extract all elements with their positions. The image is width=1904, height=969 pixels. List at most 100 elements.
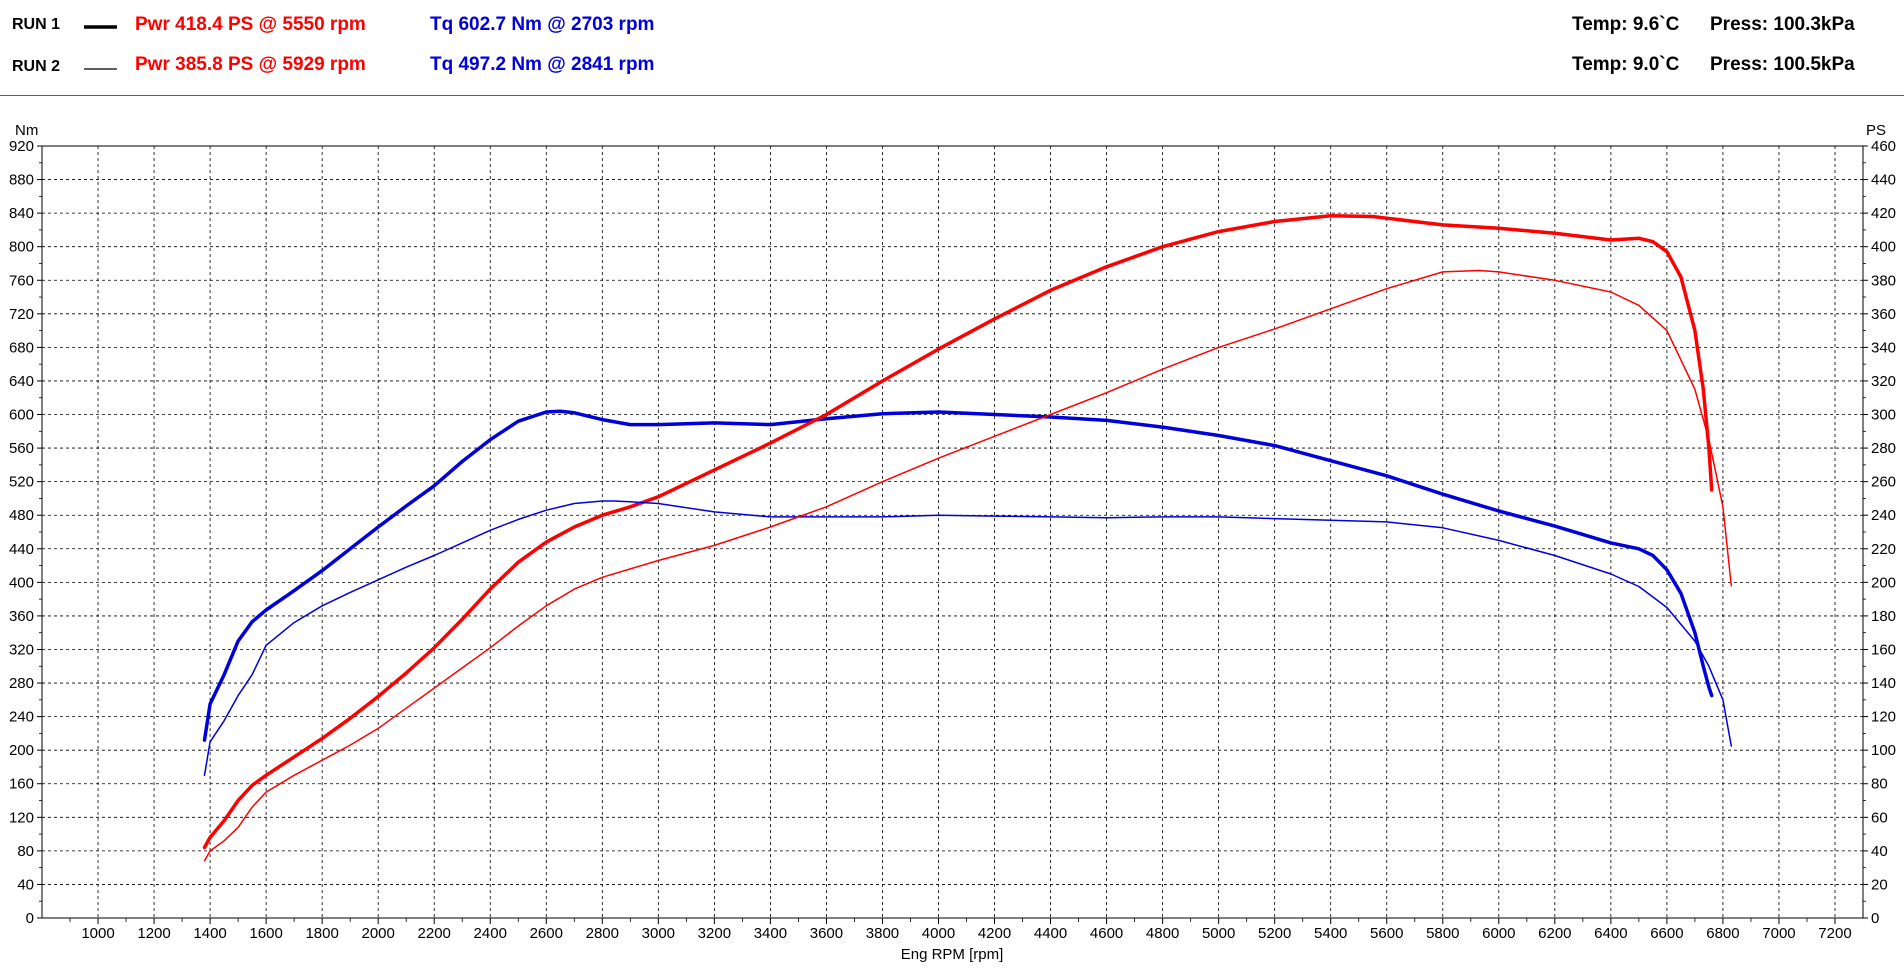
run1-torque-summary: Tq 602.7 Nm @ 2703 rpm — [430, 14, 654, 35]
x-tick-label: 4600 — [1090, 925, 1123, 942]
x-tick-label: 3600 — [810, 925, 843, 942]
x-tick-label: 6400 — [1594, 925, 1627, 942]
right-tick-label: 200 — [1871, 574, 1896, 591]
run1-temp: Temp: 9.6`C — [1572, 14, 1680, 35]
left-tick-label: 240 — [9, 709, 34, 726]
x-tick-label: 7000 — [1762, 925, 1795, 942]
plot-border — [41, 145, 1864, 919]
run1-label: RUN 1 — [12, 16, 60, 33]
x-tick-label: 3800 — [866, 925, 899, 942]
x-tick-label: 1600 — [249, 925, 282, 942]
right-tick-label: 380 — [1871, 272, 1896, 289]
x-tick-label: 3200 — [698, 925, 731, 942]
left-tick-label: 120 — [9, 809, 34, 826]
right-tick-label: 320 — [1871, 373, 1896, 390]
x-tick-label: 1400 — [193, 925, 226, 942]
axis-ticks: 0 0 40 20 80 40 120 60 160 80 200 100 240 120 280 140 32… — [9, 138, 1896, 942]
x-tick-label: 5600 — [1370, 925, 1403, 942]
x-tick-label: 6000 — [1482, 925, 1515, 942]
x-tick-label: 6800 — [1706, 925, 1739, 942]
x-tick-label: 6600 — [1650, 925, 1683, 942]
x-tick-label: 2200 — [418, 925, 451, 942]
x-tick-label: 4400 — [1034, 925, 1067, 942]
left-tick-label: 600 — [9, 407, 34, 424]
right-tick-label: 460 — [1871, 138, 1896, 155]
x-tick-label: 2000 — [361, 925, 394, 942]
dyno-chart: 0 0 40 20 80 40 120 60 160 80 200 100 240 120 280 140 32… — [9, 122, 1896, 963]
right-tick-label: 80 — [1871, 776, 1888, 793]
left-tick-label: 880 — [9, 172, 34, 189]
run2-pressure: Press: 100.5kPa — [1710, 54, 1855, 75]
right-tick-label: 400 — [1871, 239, 1896, 256]
left-tick-label: 680 — [9, 339, 34, 356]
x-tick-label: 2800 — [586, 925, 619, 942]
x-tick-label: 4000 — [922, 925, 955, 942]
right-tick-label: 140 — [1871, 675, 1896, 692]
run1-pressure: Press: 100.3kPa — [1710, 14, 1855, 35]
right-tick-label: 260 — [1871, 474, 1896, 491]
right-tick-label: 120 — [1871, 709, 1896, 726]
run-2-power-line — [203, 269, 1733, 862]
left-tick-label: 80 — [17, 843, 34, 860]
right-tick-label: 160 — [1871, 641, 1896, 658]
left-tick-label: 840 — [9, 205, 34, 222]
left-tick-label: 920 — [9, 138, 34, 155]
right-tick-label: 40 — [1871, 843, 1888, 860]
x-tick-label: 4800 — [1146, 925, 1179, 942]
right-tick-label: 440 — [1871, 172, 1896, 189]
grid — [41, 145, 1864, 919]
left-tick-label: 40 — [17, 876, 34, 893]
right-axis-title: PS — [1866, 122, 1886, 139]
left-tick-label: 400 — [9, 574, 34, 591]
run-1-torque-line — [202, 409, 1714, 742]
run-1-power-line — [202, 214, 1714, 850]
right-tick-label: 340 — [1871, 339, 1896, 356]
x-tick-label: 4200 — [978, 925, 1011, 942]
left-tick-label: 480 — [9, 507, 34, 524]
right-tick-label: 180 — [1871, 608, 1896, 625]
run2-temp: Temp: 9.0`C — [1572, 54, 1680, 75]
left-tick-label: 0 — [26, 910, 34, 927]
right-tick-label: 0 — [1871, 910, 1879, 927]
run2-label: RUN 2 — [12, 58, 60, 75]
x-tick-label: 1000 — [81, 925, 114, 942]
left-tick-label: 520 — [9, 474, 34, 491]
left-tick-label: 800 — [9, 239, 34, 256]
run-2-torque-line — [203, 500, 1733, 777]
x-tick-label: 5800 — [1426, 925, 1459, 942]
left-tick-label: 200 — [9, 742, 34, 759]
right-tick-label: 220 — [1871, 541, 1896, 558]
x-tick-label: 2600 — [530, 925, 563, 942]
x-tick-label: 6200 — [1538, 925, 1571, 942]
x-tick-label: 3400 — [754, 925, 787, 942]
x-tick-label: 7200 — [1818, 925, 1851, 942]
right-tick-label: 360 — [1871, 306, 1896, 323]
right-tick-label: 20 — [1871, 876, 1888, 893]
right-tick-label: 100 — [1871, 742, 1896, 759]
x-tick-label: 5200 — [1258, 925, 1291, 942]
x-tick-label: 5000 — [1202, 925, 1235, 942]
run2-torque-summary: Tq 497.2 Nm @ 2841 rpm — [430, 54, 654, 75]
x-tick-label: 1800 — [305, 925, 338, 942]
series — [202, 214, 1733, 862]
x-tick-label: 1200 — [137, 925, 170, 942]
left-tick-label: 320 — [9, 641, 34, 658]
right-tick-label: 60 — [1871, 809, 1888, 826]
right-tick-label: 280 — [1871, 440, 1896, 457]
left-tick-label: 160 — [9, 776, 34, 793]
x-tick-label: 2400 — [474, 925, 507, 942]
left-tick-label: 720 — [9, 306, 34, 323]
x-tick-label: 3000 — [642, 925, 675, 942]
right-tick-label: 300 — [1871, 407, 1896, 424]
x-tick-label: 5400 — [1314, 925, 1347, 942]
left-tick-label: 440 — [9, 541, 34, 558]
left-tick-label: 360 — [9, 608, 34, 625]
left-tick-label: 760 — [9, 272, 34, 289]
right-tick-label: 240 — [1871, 507, 1896, 524]
x-axis-title: Eng RPM [rpm] — [901, 946, 1004, 963]
left-tick-label: 640 — [9, 373, 34, 390]
run1-power-summary: Pwr 418.4 PS @ 5550 rpm — [135, 14, 366, 35]
left-tick-label: 560 — [9, 440, 34, 457]
run2-power-summary: Pwr 385.8 PS @ 5929 rpm — [135, 54, 366, 75]
right-tick-label: 420 — [1871, 205, 1896, 222]
